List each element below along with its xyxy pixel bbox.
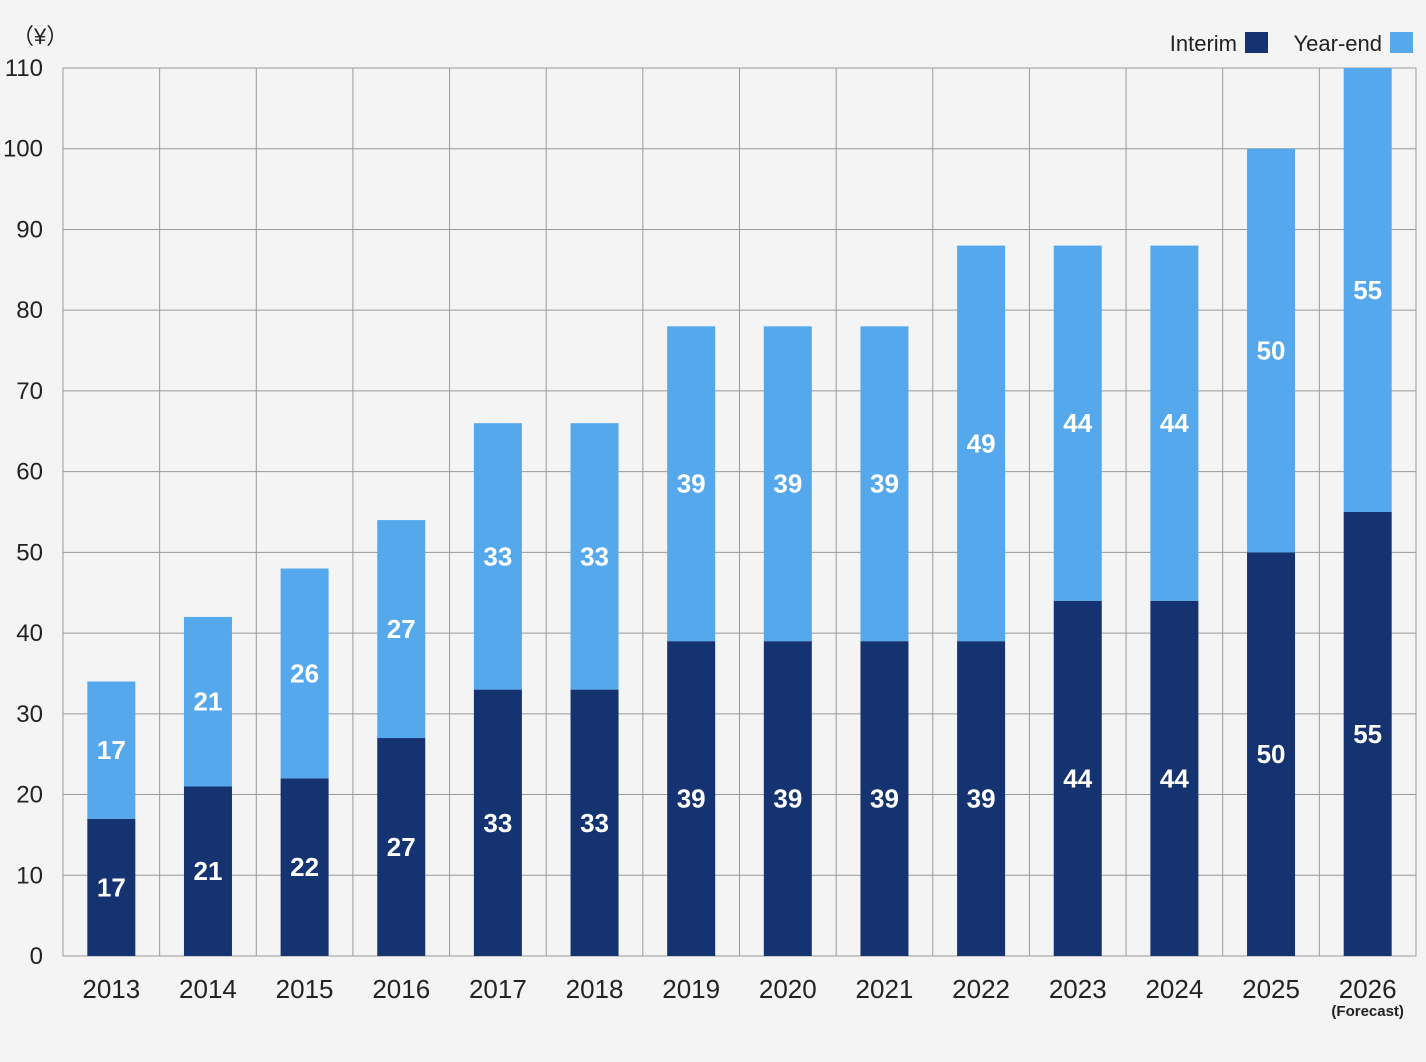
x-tick-label: 2024 bbox=[1145, 974, 1203, 1004]
bar-interim-2022 bbox=[957, 641, 1006, 956]
bar-interim-2025 bbox=[1247, 552, 1296, 956]
x-tick-note: (Forecast) bbox=[1331, 1003, 1404, 1020]
bar-interim-2015 bbox=[280, 778, 329, 956]
bar-value-label: 21 bbox=[194, 856, 223, 886]
bar-year-end-2021 bbox=[860, 326, 909, 642]
bar-interim-2016 bbox=[377, 738, 426, 956]
bar-value-label: 50 bbox=[1257, 739, 1286, 769]
x-axis-ticks: 2013 2014 2015 2016 2017 2018 2019 2020 2021 2022… bbox=[82, 974, 1404, 1020]
bar-value-label: 44 bbox=[1160, 408, 1189, 438]
bar-year-end-2017 bbox=[473, 423, 522, 690]
x-tick-label: 2013 bbox=[82, 974, 140, 1004]
bar-value-label: 39 bbox=[870, 784, 899, 814]
bar-interim-2017 bbox=[473, 689, 522, 956]
x-tick-label: 2017 bbox=[469, 974, 527, 1004]
bar-value-label: 33 bbox=[580, 808, 609, 838]
bar-value-label: 27 bbox=[387, 832, 416, 862]
bar-value-label: 17 bbox=[97, 872, 126, 902]
bar-value-label: 55 bbox=[1353, 719, 1382, 749]
y-tick-label: 20 bbox=[16, 782, 43, 809]
x-tick-label: 2019 bbox=[662, 974, 720, 1004]
bar-interim-2019 bbox=[667, 641, 716, 956]
bar-value-label: 50 bbox=[1257, 336, 1286, 366]
bar-value-label: 33 bbox=[580, 541, 609, 571]
x-tick-label: 2025 bbox=[1242, 974, 1300, 1004]
bar-year-end-2024 bbox=[1150, 245, 1199, 601]
bar-interim-2014 bbox=[183, 786, 232, 956]
x-tick-label: 2018 bbox=[566, 974, 624, 1004]
y-tick-label: 10 bbox=[16, 862, 43, 889]
legend-label: Interim bbox=[1170, 31, 1237, 56]
y-tick-label: 60 bbox=[16, 459, 43, 486]
y-tick-label: 50 bbox=[16, 539, 43, 566]
bar-year-end-2015 bbox=[280, 568, 329, 779]
y-tick-label: 70 bbox=[16, 378, 43, 405]
legend-swatch bbox=[1390, 32, 1413, 53]
x-tick-label: 2020 bbox=[759, 974, 817, 1004]
y-tick-label: 40 bbox=[16, 620, 43, 647]
legend-label: Year-end bbox=[1294, 31, 1382, 56]
bar-year-end-2020 bbox=[763, 326, 812, 642]
bar-interim-2023 bbox=[1053, 600, 1102, 956]
y-tick-label: 110 bbox=[5, 55, 43, 82]
bar-interim-2020 bbox=[763, 641, 812, 956]
y-tick-label: 90 bbox=[16, 216, 43, 243]
bar-value-label: 44 bbox=[1160, 763, 1189, 793]
y-tick-label: 80 bbox=[16, 297, 43, 324]
bar-value-label: 21 bbox=[194, 687, 223, 717]
bar-value-label: 27 bbox=[387, 614, 416, 644]
x-tick-label: 2021 bbox=[856, 974, 914, 1004]
bar-value-label: 17 bbox=[97, 735, 126, 765]
bar-year-end-2022 bbox=[957, 245, 1006, 642]
bars: 17 17 21 21 22 26 27 27 33 33 33 33 39 39 39 39 39 39 39 49… bbox=[87, 68, 1392, 956]
bar-year-end-2019 bbox=[667, 326, 716, 642]
y-axis-ticks: 0 10 20 30 40 50 60 70 80 90 100 110 bbox=[3, 55, 43, 970]
bar-year-end-2025 bbox=[1247, 148, 1296, 553]
bar-year-end-2026 bbox=[1343, 68, 1392, 512]
bar-interim-2021 bbox=[860, 641, 909, 956]
bar-value-label: 33 bbox=[483, 808, 512, 838]
y-tick-label: 30 bbox=[16, 701, 43, 728]
bar-value-label: 39 bbox=[870, 469, 899, 499]
bar-year-end-2018 bbox=[570, 423, 619, 690]
bar-year-end-2016 bbox=[377, 520, 426, 739]
bar-year-end-2023 bbox=[1053, 245, 1102, 601]
legend: Interim Year-end bbox=[1170, 31, 1413, 56]
bar-value-label: 22 bbox=[290, 852, 319, 882]
bar-interim-2024 bbox=[1150, 600, 1199, 956]
bar-value-label: 49 bbox=[967, 428, 996, 458]
bar-value-label: 39 bbox=[677, 469, 706, 499]
x-tick-label: 2026 bbox=[1339, 974, 1397, 1004]
y-unit-label: （¥） bbox=[12, 24, 68, 49]
grid bbox=[62, 67, 1417, 957]
bar-value-label: 26 bbox=[290, 658, 319, 688]
bar-interim-2018 bbox=[570, 689, 619, 956]
x-tick-label: 2016 bbox=[372, 974, 430, 1004]
bar-value-label: 39 bbox=[773, 784, 802, 814]
bar-interim-2013 bbox=[87, 818, 136, 956]
bar-value-label: 55 bbox=[1353, 275, 1382, 305]
x-tick-label: 2023 bbox=[1049, 974, 1107, 1004]
x-tick-label: 2015 bbox=[276, 974, 334, 1004]
bar-value-label: 44 bbox=[1063, 763, 1092, 793]
bar-year-end-2014 bbox=[183, 616, 232, 787]
bar-value-label: 39 bbox=[967, 784, 996, 814]
legend-swatch bbox=[1245, 32, 1268, 53]
bar-value-label: 39 bbox=[677, 784, 706, 814]
bar-value-label: 44 bbox=[1063, 408, 1092, 438]
bar-value-label: 39 bbox=[773, 469, 802, 499]
bar-year-end-2013 bbox=[87, 681, 136, 819]
y-tick-label: 0 bbox=[30, 943, 43, 970]
x-tick-label: 2014 bbox=[179, 974, 237, 1004]
bar-value-label: 33 bbox=[483, 541, 512, 571]
bar-interim-2026 bbox=[1343, 512, 1392, 956]
x-tick-label: 2022 bbox=[952, 974, 1010, 1004]
y-tick-label: 100 bbox=[3, 136, 43, 163]
